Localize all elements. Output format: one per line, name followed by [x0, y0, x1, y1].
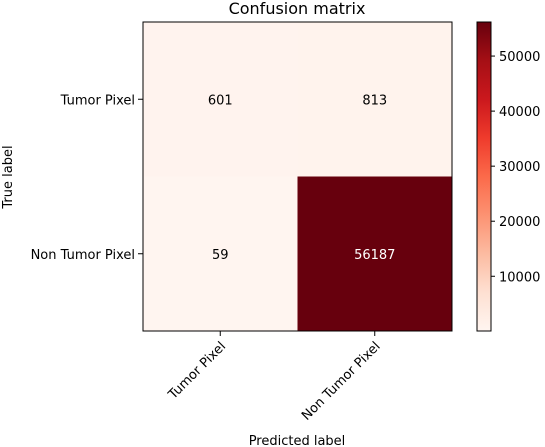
- heatmap-cell: [143, 176, 298, 332]
- colorbar-tick-label: 20000: [499, 215, 540, 230]
- heatmap-cell: [297, 22, 453, 177]
- heatmap-cell: [297, 176, 453, 332]
- y-tick-label: Non Tumor Pixel: [31, 248, 135, 263]
- cell-value-label: 601: [208, 93, 233, 108]
- y-axis: Tumor Pixel Non Tumor Pixel: [31, 93, 143, 263]
- colorbar-bar: [476, 21, 492, 332]
- cell-value-label: 59: [212, 248, 229, 263]
- heatmap-cell: [143, 22, 298, 177]
- chart-title: Confusion matrix: [229, 0, 366, 18]
- y-axis-label: True label: [1, 145, 16, 209]
- cell-value-label: 56187: [354, 248, 395, 263]
- plot-frame: [142, 21, 453, 332]
- x-axis-label: Predicted label: [249, 434, 346, 447]
- colorbar-tick-label: 40000: [499, 105, 540, 120]
- x-tick-label: Non Tumor Pixel: [299, 339, 383, 423]
- x-tick-label: Tumor Pixel: [165, 339, 229, 403]
- x-axis: Tumor Pixel Non Tumor Pixel: [165, 331, 384, 424]
- colorbar-tick-label: 50000: [499, 50, 540, 65]
- cell-value-label: 813: [362, 93, 387, 108]
- heatmap-cells: 601 813 59 56187: [143, 22, 453, 332]
- colorbar: 10000 20000 30000 40000 50000: [476, 21, 540, 332]
- y-tick-label: Tumor Pixel: [60, 93, 135, 108]
- colorbar-tick-label: 30000: [499, 160, 540, 175]
- colorbar-tick-label: 10000: [499, 270, 540, 285]
